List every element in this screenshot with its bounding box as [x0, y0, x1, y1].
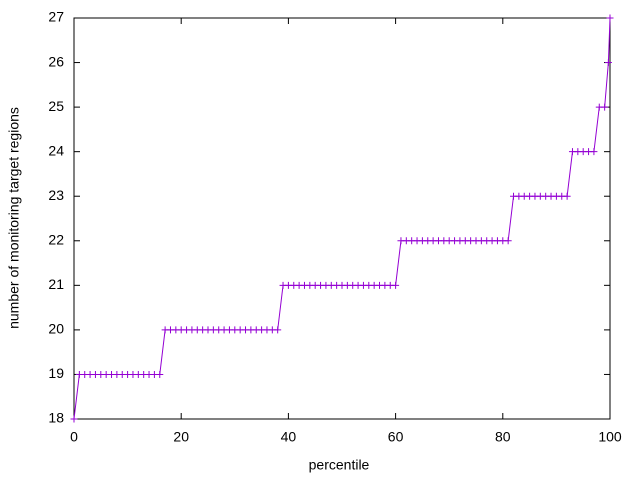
data-point: [601, 103, 609, 111]
y-axis-label: number of monitoring target regions: [6, 107, 22, 329]
data-point: [504, 237, 512, 245]
data-point: [590, 148, 598, 156]
plot-border: [73, 17, 611, 420]
y-tick-label: 21: [48, 276, 64, 292]
y-tick-label: 20: [48, 321, 64, 337]
x-tick-label: 80: [495, 429, 511, 445]
y-tick-label: 23: [48, 187, 64, 203]
data-point: [563, 192, 571, 200]
y-tick-label: 25: [48, 98, 64, 114]
y-tick-label: 24: [48, 142, 64, 158]
data-line: [73, 17, 611, 420]
data-point: [604, 59, 612, 67]
x-tick-label: 100: [598, 429, 622, 445]
data-point: [274, 326, 282, 334]
data-point: [392, 281, 400, 289]
y-tick-label: 27: [48, 9, 64, 25]
y-tick-label: 26: [48, 53, 64, 69]
data-point: [606, 14, 614, 22]
y-tick-label: 18: [48, 410, 64, 426]
y-tick-label: 22: [48, 231, 64, 247]
x-tick-label: 60: [388, 429, 404, 445]
y-tick-label: 19: [48, 365, 64, 381]
x-axis-label: percentile: [309, 457, 370, 473]
x-tick-label: 40: [281, 429, 297, 445]
x-tick-label: 0: [70, 429, 78, 445]
data-point: [156, 370, 164, 378]
data-point: [70, 415, 78, 423]
x-tick-label: 20: [173, 429, 189, 445]
